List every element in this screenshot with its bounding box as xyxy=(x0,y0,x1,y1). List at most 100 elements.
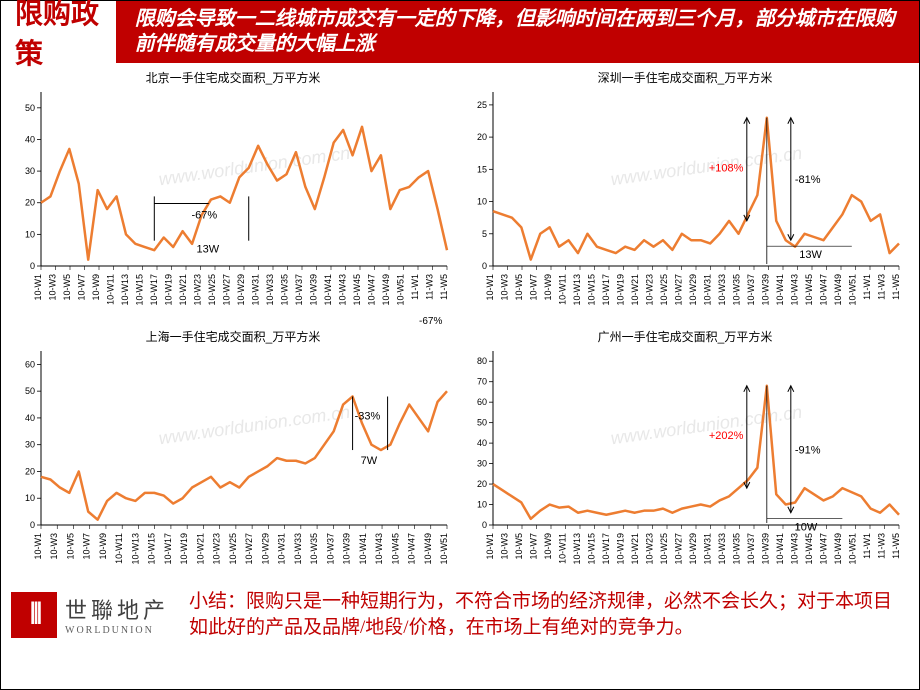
svg-text:10-W37: 10-W37 xyxy=(325,533,335,565)
svg-text:10-W31: 10-W31 xyxy=(703,533,713,565)
svg-text:10-W27: 10-W27 xyxy=(674,274,684,306)
page-subtitle: 限购会导致一二线城市成交有一定的下降，但影响时间在两到三个月，部分城市在限购前伴… xyxy=(119,1,919,63)
svg-text:10-W39: 10-W39 xyxy=(309,274,319,306)
svg-text:10-W33: 10-W33 xyxy=(265,274,275,306)
svg-text:10-W45: 10-W45 xyxy=(804,533,814,565)
svg-text:10-W13: 10-W13 xyxy=(572,274,582,306)
svg-text:10-W33: 10-W33 xyxy=(293,533,303,565)
svg-text:11-W3: 11-W3 xyxy=(877,533,887,559)
svg-text:10-W31: 10-W31 xyxy=(277,533,287,565)
svg-text:11-W5: 11-W5 xyxy=(891,533,901,559)
svg-text:10-W17: 10-W17 xyxy=(601,533,611,565)
chart-svg: www.worldunion.com.cn010203040506010-W11… xyxy=(11,347,455,587)
svg-text:10-W37: 10-W37 xyxy=(746,274,756,306)
svg-text:0: 0 xyxy=(30,261,35,271)
svg-text:10-W1: 10-W1 xyxy=(485,533,495,560)
chart-title: 北京一手住宅成交面积_万平方米 xyxy=(11,69,455,86)
svg-text:-81%: -81% xyxy=(795,174,821,186)
svg-text:10-W3: 10-W3 xyxy=(49,533,59,560)
svg-text:10-W41: 10-W41 xyxy=(323,274,333,306)
svg-text:10-W27: 10-W27 xyxy=(674,533,684,565)
svg-text:www.worldunion.com.cn: www.worldunion.com.cn xyxy=(609,143,803,190)
svg-text:-67%: -67% xyxy=(419,316,442,327)
svg-text:10-W15: 10-W15 xyxy=(587,274,597,306)
svg-text:10-W21: 10-W21 xyxy=(178,274,188,306)
svg-text:10-W11: 10-W11 xyxy=(558,533,568,564)
svg-text:10-W41: 10-W41 xyxy=(775,533,785,565)
svg-text:10: 10 xyxy=(477,500,487,510)
svg-text:20: 20 xyxy=(25,466,35,476)
svg-text:10-W23: 10-W23 xyxy=(645,274,655,306)
svg-text:10-W9: 10-W9 xyxy=(543,274,553,301)
svg-text:10-W1: 10-W1 xyxy=(33,274,43,301)
svg-text:13W: 13W xyxy=(197,244,220,256)
svg-text:10-W11: 10-W11 xyxy=(114,533,124,564)
svg-text:15: 15 xyxy=(477,164,487,174)
svg-text:-91%: -91% xyxy=(795,444,821,456)
svg-text:10-W19: 10-W19 xyxy=(164,274,174,306)
svg-text:10-W37: 10-W37 xyxy=(294,274,304,306)
chart-svg: www.worldunion.com.cn0102030405010-W110-… xyxy=(11,88,455,328)
svg-text:0: 0 xyxy=(482,261,487,271)
svg-text:10-W19: 10-W19 xyxy=(616,274,626,306)
svg-text:10-W5: 10-W5 xyxy=(65,533,75,560)
svg-text:10-W3: 10-W3 xyxy=(500,533,510,560)
svg-text:30: 30 xyxy=(25,166,35,176)
svg-text:10-W25: 10-W25 xyxy=(228,533,238,565)
svg-text:10-W27: 10-W27 xyxy=(222,274,232,306)
svg-text:10-W23: 10-W23 xyxy=(645,533,655,565)
chart-shanghai: 上海一手住宅成交面积_万平方米 www.worldunion.com.cn010… xyxy=(11,328,455,583)
chart-title: 上海一手住宅成交面积_万平方米 xyxy=(11,328,455,345)
chart-svg: www.worldunion.com.cn0102030405060708010… xyxy=(463,347,907,587)
svg-text:11-W1: 11-W1 xyxy=(410,274,420,300)
svg-text:10-W41: 10-W41 xyxy=(358,533,368,565)
svg-text:10-W49: 10-W49 xyxy=(381,274,391,306)
svg-text:10-W49: 10-W49 xyxy=(833,533,843,565)
svg-text:0: 0 xyxy=(482,520,487,530)
svg-text:10-W49: 10-W49 xyxy=(833,274,843,306)
svg-text:11-W3: 11-W3 xyxy=(425,274,435,300)
charts-grid: 北京一手住宅成交面积_万平方米 www.worldunion.com.cn 0 10… xyxy=(1,63,919,583)
svg-text:10-W43: 10-W43 xyxy=(790,533,800,565)
svg-text:10-W7: 10-W7 xyxy=(529,274,539,301)
svg-text:+202%: +202% xyxy=(709,430,744,442)
svg-text:-33%: -33% xyxy=(355,410,381,422)
svg-text:25: 25 xyxy=(477,100,487,110)
svg-text:10-W51: 10-W51 xyxy=(396,274,406,306)
svg-text:10-W11: 10-W11 xyxy=(106,274,116,305)
svg-text:10-W19: 10-W19 xyxy=(179,533,189,565)
svg-text:10-W51: 10-W51 xyxy=(439,533,449,565)
svg-text:10-W5: 10-W5 xyxy=(514,274,524,301)
svg-text:10W: 10W xyxy=(795,522,818,534)
chart-guangzhou: 广州一手住宅成交面积_万平方米 www.worldunion.com.cn010… xyxy=(463,328,907,583)
svg-text:10-W33: 10-W33 xyxy=(717,533,727,565)
svg-text:40: 40 xyxy=(25,413,35,423)
svg-text:10-W25: 10-W25 xyxy=(659,274,669,306)
svg-text:10-W35: 10-W35 xyxy=(732,533,742,565)
svg-text:11-W1: 11-W1 xyxy=(862,274,872,300)
svg-text:10-W15: 10-W15 xyxy=(135,274,145,306)
svg-text:30: 30 xyxy=(25,440,35,450)
svg-text:10-W23: 10-W23 xyxy=(193,274,203,306)
svg-text:30: 30 xyxy=(477,459,487,469)
svg-text:10-W29: 10-W29 xyxy=(688,274,698,306)
svg-text:10-W3: 10-W3 xyxy=(48,274,58,301)
svg-text:70: 70 xyxy=(477,377,487,387)
svg-text:10-W9: 10-W9 xyxy=(91,274,101,301)
svg-text:10-W21: 10-W21 xyxy=(630,533,640,565)
logo-en: WORLDUNION xyxy=(65,625,169,636)
chart-title: 广州一手住宅成交面积_万平方米 xyxy=(463,328,907,345)
svg-text:50: 50 xyxy=(25,386,35,396)
svg-text:10-W47: 10-W47 xyxy=(819,274,829,306)
svg-text:10-W13: 10-W13 xyxy=(120,274,130,306)
chart-title: 深圳一手住宅成交面积_万平方米 xyxy=(463,69,907,86)
svg-text:10-W15: 10-W15 xyxy=(587,533,597,565)
svg-text:11-W3: 11-W3 xyxy=(877,274,887,300)
svg-text:10-W23: 10-W23 xyxy=(212,533,222,565)
svg-text:20: 20 xyxy=(477,479,487,489)
summary-text: 小结：限购只是一种短期行为，不符合市场的经济规律，必然不会长久；对于本项目如此好… xyxy=(189,589,909,640)
svg-text:10: 10 xyxy=(25,229,35,239)
svg-text:-67%: -67% xyxy=(192,210,218,222)
svg-text:10-W5: 10-W5 xyxy=(514,533,524,560)
svg-text:10-W9: 10-W9 xyxy=(543,533,553,560)
